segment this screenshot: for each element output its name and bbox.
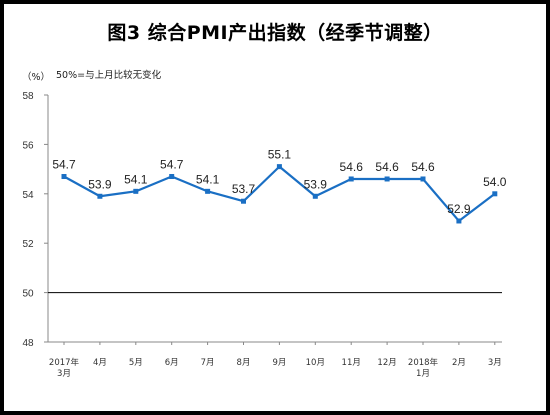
y-tick-label: 48 — [22, 338, 34, 349]
x-tick-label: 10月 — [306, 358, 325, 368]
x-tick-label: 1月 — [416, 369, 430, 379]
reference-note: 50%=与上月比较无变化 — [56, 69, 162, 81]
y-tick-label: 50 — [22, 289, 34, 300]
data-label: 54.1 — [196, 172, 220, 186]
data-point — [241, 198, 246, 204]
data-point — [456, 218, 462, 224]
data-label: 54.6 — [340, 160, 364, 174]
data-point — [133, 188, 139, 194]
data-point — [205, 188, 211, 194]
data-point — [348, 176, 354, 182]
data-point — [169, 174, 175, 180]
data-label: 53.9 — [88, 177, 112, 191]
data-point — [276, 164, 282, 170]
y-tick-label: 56 — [22, 140, 34, 151]
data-label: 54.0 — [483, 175, 507, 189]
x-tick-label: 11月 — [342, 358, 361, 368]
x-tick-label: 2018年 — [408, 357, 439, 368]
x-tick-label: 5月 — [129, 358, 143, 368]
chart-panel: 图3 综合PMI产出指数（经季节调整） （%） 50%=与上月比较无变化 48 50 5… — [4, 4, 546, 411]
chart-title: 图3 综合PMI产出指数（经季节调整） — [107, 22, 443, 44]
data-point — [97, 193, 103, 199]
x-tick-label: 7月 — [201, 358, 215, 368]
data-label: 54.6 — [411, 160, 435, 174]
data-point — [61, 174, 67, 180]
data-label: 54.6 — [375, 160, 399, 174]
x-tick-label: 9月 — [272, 358, 286, 368]
data-label: 52.9 — [447, 202, 471, 216]
x-tick-label: 12月 — [377, 358, 396, 368]
data-label: 53.9 — [304, 177, 328, 191]
data-point — [312, 193, 318, 199]
x-tick-label: 6月 — [165, 358, 179, 368]
y-tick-label: 58 — [22, 91, 34, 102]
x-tick-label: 8月 — [237, 358, 251, 368]
x-tick-label: 4月 — [93, 358, 107, 368]
data-label: 54.7 — [160, 158, 184, 172]
data-point — [492, 191, 498, 197]
data-point — [384, 176, 390, 182]
x-tick-label: 2月 — [452, 358, 466, 368]
y-tick-label: 52 — [22, 239, 34, 250]
data-label: 53.7 — [232, 182, 256, 196]
y-tick-label: 54 — [22, 190, 34, 201]
data-label: 55.1 — [268, 148, 292, 162]
data-label: 54.7 — [52, 158, 76, 172]
x-tick-label: 3月 — [488, 358, 502, 368]
data-label: 54.1 — [124, 172, 148, 186]
y-unit-label: （%） — [22, 71, 50, 83]
x-tick-label: 3月 — [57, 369, 71, 379]
data-point — [420, 176, 426, 182]
x-tick-label: 2017年 — [49, 357, 80, 368]
